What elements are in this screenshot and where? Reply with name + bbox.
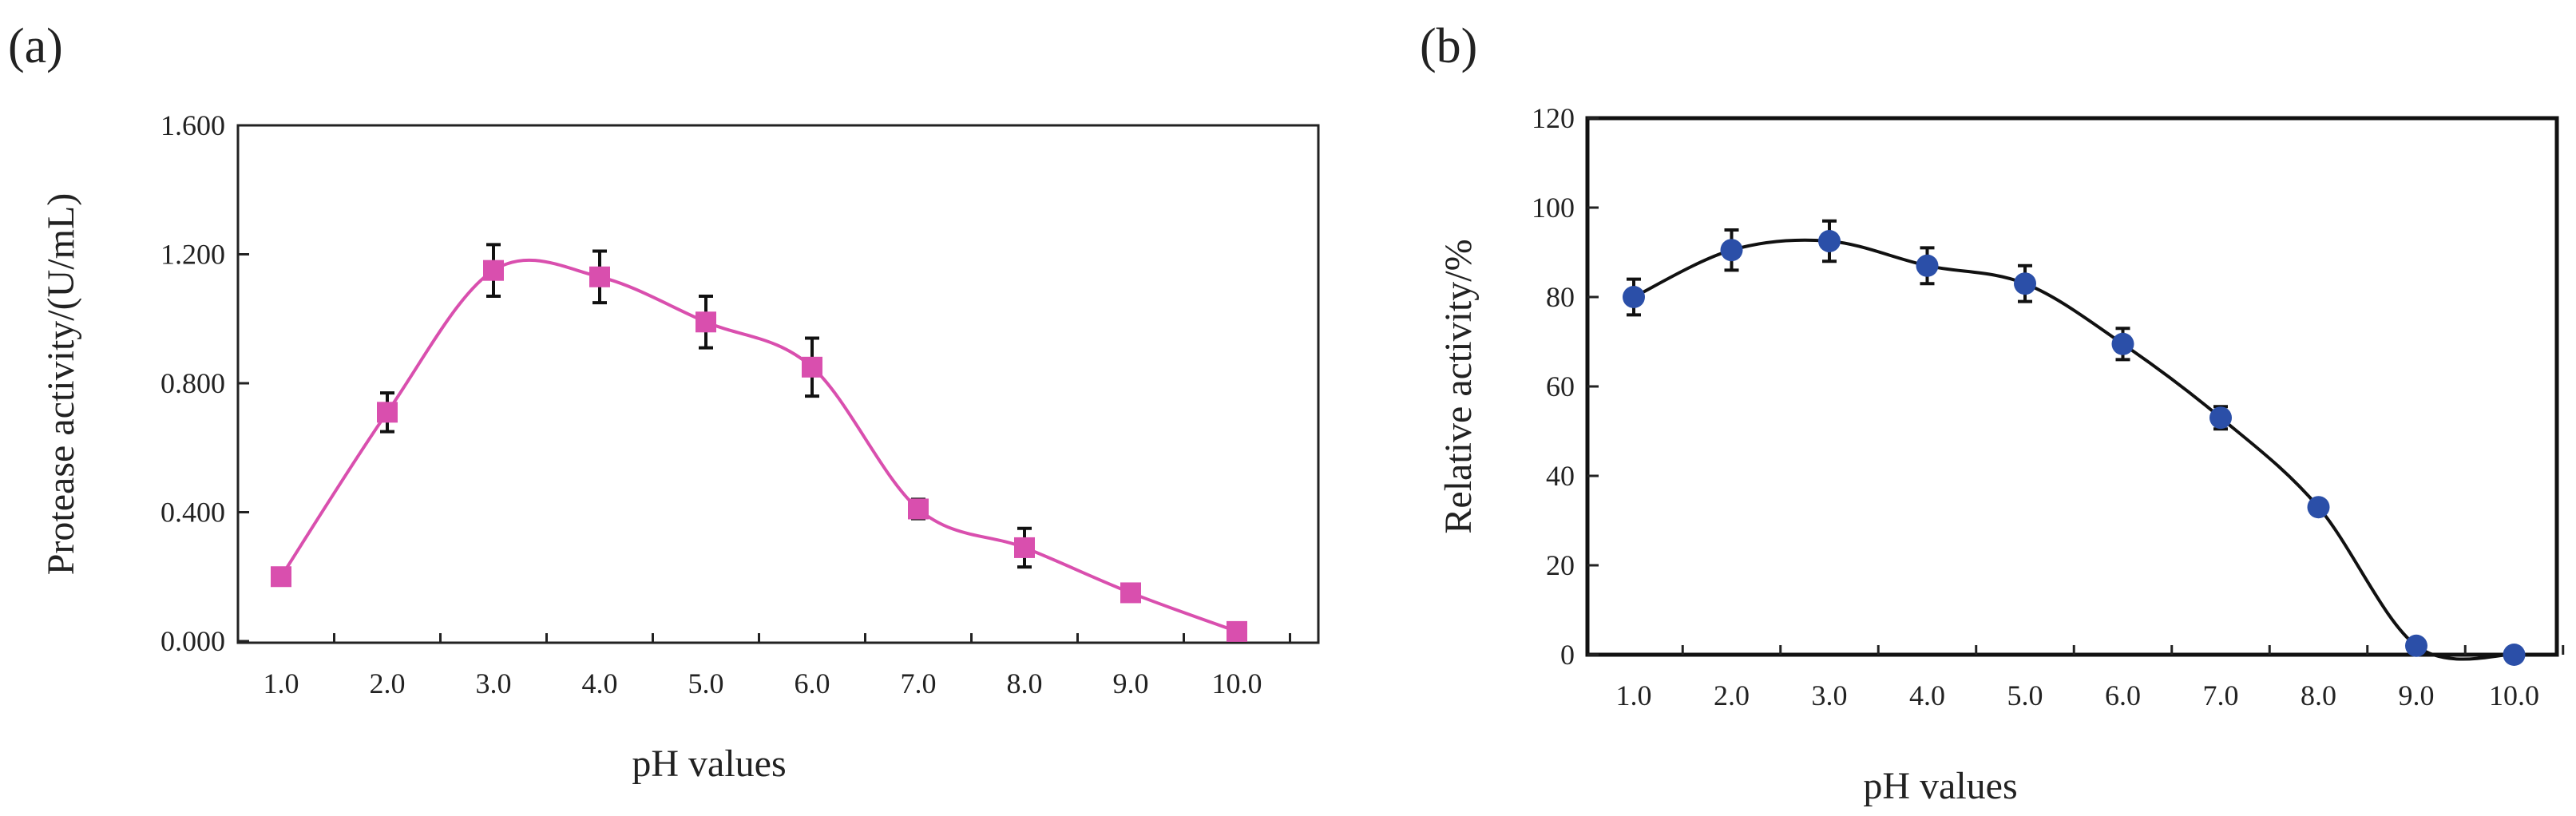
b-y-tick-label: 80 (1546, 281, 1575, 313)
a-data-point (377, 402, 398, 423)
a-data-point (908, 498, 929, 520)
b-data-point (1720, 239, 1743, 262)
a-x-tick-label: 7.0 (901, 667, 937, 699)
panel-a-x-axis-label: pH values (632, 743, 786, 785)
panel-a-plot-frame (236, 124, 1320, 644)
b-data-point (2111, 332, 2134, 355)
a-x-tick-label: 10.0 (1212, 667, 1262, 699)
a-x-tick-label: 3.0 (476, 667, 512, 699)
b-y-tick-label: 100 (1532, 192, 1575, 224)
b-y-tick-label: 0 (1560, 639, 1575, 671)
b-x-tick-label: 8.0 (2301, 679, 2336, 711)
b-x-tick-label: 3.0 (1812, 679, 1848, 711)
b-x-tick-label: 1.0 (1616, 679, 1652, 711)
b-data-point (1916, 254, 1939, 277)
b-x-tick-label: 7.0 (2203, 679, 2239, 711)
b-y-tick-label: 120 (1532, 102, 1575, 134)
a-y-tick-label: 0.800 (161, 367, 225, 399)
b-x-tick-label: 9.0 (2399, 679, 2435, 711)
a-x-tick-label: 6.0 (795, 667, 830, 699)
panel-b-label: (b) (1420, 19, 1477, 73)
a-data-point (696, 311, 716, 333)
a-data-point (1014, 537, 1035, 558)
panel-b-plot-frame (1585, 116, 2559, 657)
b-x-tick-label: 2.0 (1714, 679, 1750, 711)
a-x-tick-label: 4.0 (582, 667, 618, 699)
panel-a-label: (a) (8, 19, 63, 73)
a-y-tick-label: 0.400 (161, 497, 225, 529)
a-y-tick-label: 0.000 (161, 625, 225, 657)
a-x-tick-label: 5.0 (688, 667, 724, 699)
panel-a-chart: (a) pH values Protease activity/(U/mL) 0… (8, 19, 1320, 785)
a-data-point (1120, 582, 1141, 604)
a-x-tick-label: 8.0 (1007, 667, 1043, 699)
a-data-point (589, 266, 610, 287)
b-x-tick-label: 4.0 (1909, 679, 1945, 711)
a-y-tick-label: 1.600 (161, 109, 225, 141)
panel-b-y-axis-label: Relative activity/% (1437, 239, 1480, 533)
b-x-tick-label: 5.0 (2007, 679, 2043, 711)
a-y-tick-label: 1.200 (161, 239, 225, 271)
a-data-point (1227, 620, 1247, 642)
a-data-point (271, 566, 291, 588)
b-y-tick-label: 60 (1546, 370, 1575, 402)
a-x-tick-label: 2.0 (370, 667, 406, 699)
a-x-tick-label: 9.0 (1113, 667, 1149, 699)
panel-a-series-line (279, 258, 1238, 633)
a-data-point (802, 356, 822, 378)
b-data-point (2405, 634, 2427, 657)
b-data-point (2014, 272, 2036, 295)
b-y-tick-label: 40 (1546, 460, 1575, 492)
b-data-point (2503, 644, 2526, 666)
b-y-tick-label: 20 (1546, 549, 1575, 581)
a-x-tick-label: 1.0 (264, 667, 299, 699)
panel-b-x-axis-label: pH values (1863, 765, 2017, 807)
panel-a-y-axis-label: Protease activity/(U/mL) (40, 193, 82, 576)
b-x-tick-label: 10.0 (2489, 679, 2539, 711)
b-data-point (1818, 230, 1841, 252)
panel-b-series-line (1633, 238, 2515, 661)
panel-b-chart: (b) pH values Relative activity/% 0 20 40 6… (1420, 19, 2565, 807)
b-data-point (2209, 406, 2232, 430)
a-data-point (483, 259, 504, 281)
b-data-point (2307, 496, 2330, 519)
b-x-tick-label: 6.0 (2105, 679, 2141, 711)
b-data-point (1623, 286, 1645, 308)
